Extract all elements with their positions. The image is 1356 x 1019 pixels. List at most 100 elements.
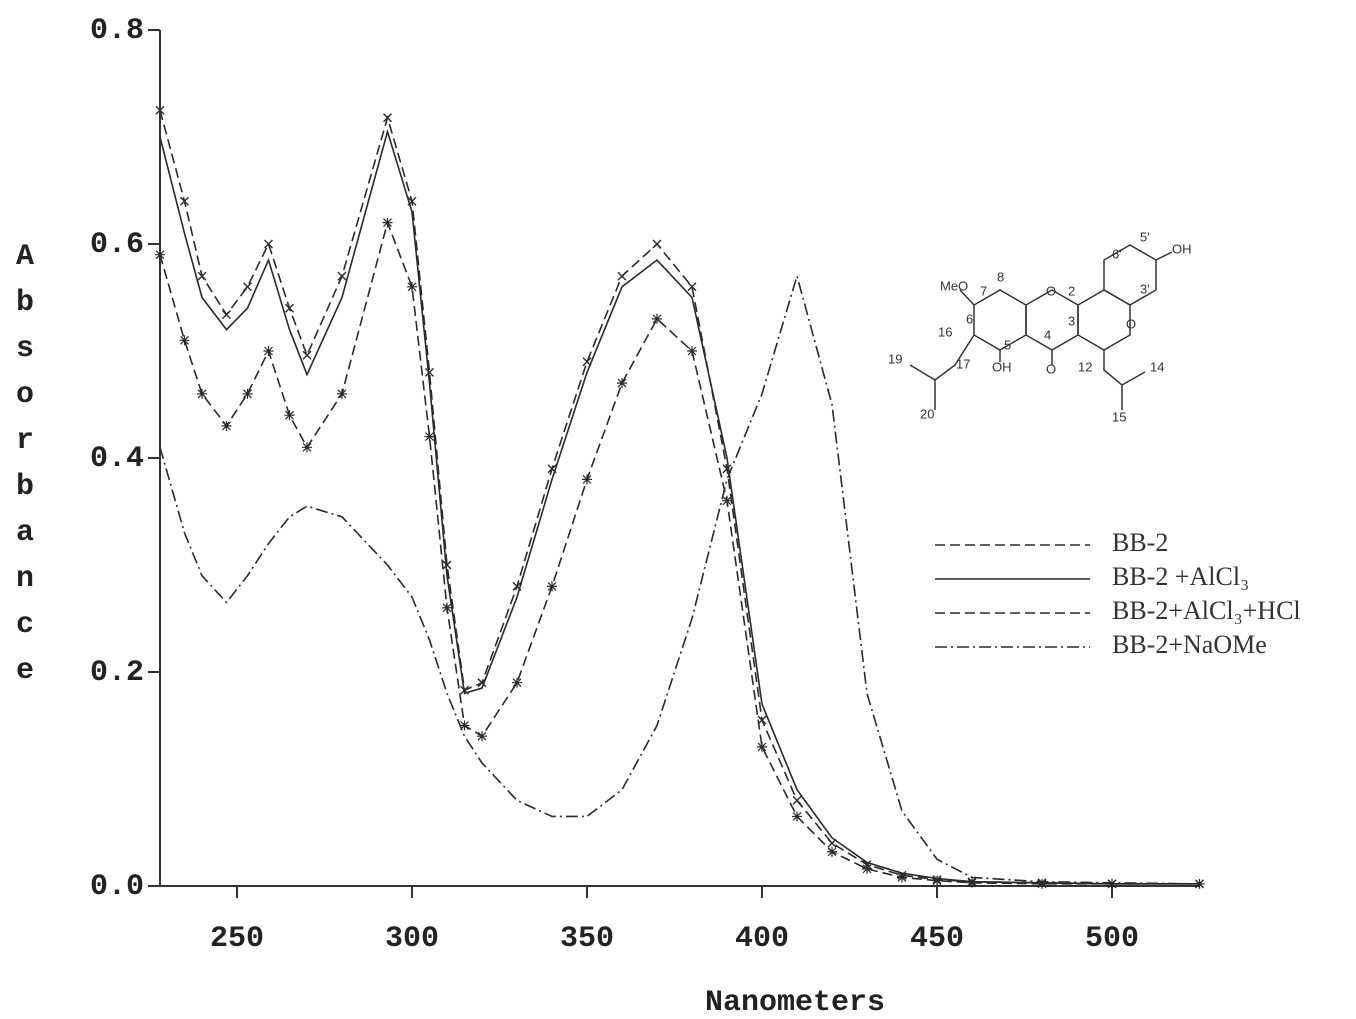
marker	[722, 495, 732, 506]
atom-label: 16	[938, 324, 952, 339]
legend-label: BB-2+NaOMe	[1112, 630, 1267, 659]
marker	[827, 846, 837, 857]
marker	[687, 346, 697, 356]
marker	[442, 560, 452, 570]
atom-label: 6'	[1112, 246, 1122, 261]
marker	[425, 367, 434, 377]
marker	[155, 249, 165, 260]
y-tick-label: 0.2	[90, 656, 144, 690]
atom-label: 3	[1068, 313, 1075, 328]
series-line	[159, 128, 1200, 885]
marker	[264, 239, 273, 249]
ring	[973, 289, 1027, 351]
marker	[284, 410, 295, 421]
marker	[442, 602, 452, 613]
atom-label: 4	[1044, 327, 1051, 342]
structure-labels: MeO 7 8 6 16 5 OH 4 O O 2 3 12 14 15 17 …	[888, 229, 1192, 424]
marker	[221, 420, 232, 431]
series-line	[159, 110, 1200, 885]
atom-label: 17	[956, 356, 970, 371]
series-line	[159, 273, 1200, 885]
marker	[383, 113, 392, 123]
bond	[959, 289, 975, 306]
atom-label: O	[1046, 361, 1056, 376]
legend-label: BB-2+AlCl₃+HCl	[1112, 596, 1301, 625]
marker	[243, 282, 252, 292]
marker	[155, 105, 165, 115]
y-axis-label: Absorbance	[8, 240, 42, 700]
marker	[302, 350, 312, 360]
bond	[1155, 251, 1173, 261]
marker	[222, 310, 231, 320]
marker	[337, 388, 347, 399]
atom-label: 20	[920, 406, 934, 421]
marker	[197, 271, 207, 281]
marker	[862, 863, 872, 874]
marker	[424, 431, 435, 442]
marker	[967, 877, 977, 888]
atom-label: O	[1046, 283, 1056, 298]
atom-label: 3'	[1140, 281, 1150, 296]
x-tick-label: 400	[735, 922, 789, 956]
marker	[932, 875, 942, 886]
marker	[407, 281, 417, 292]
marker	[263, 346, 274, 356]
y-tick-label: 0.8	[90, 14, 144, 48]
marker	[792, 795, 802, 805]
marker	[617, 378, 627, 389]
marker	[382, 217, 393, 228]
atom-label: 6	[966, 311, 973, 326]
x-tick-label: 450	[910, 922, 964, 956]
legend-label: BB-2	[1112, 528, 1168, 557]
marker	[897, 872, 907, 883]
x-tick-label: 300	[385, 922, 439, 956]
marker	[179, 335, 190, 346]
structure	[909, 244, 1173, 410]
atom-label: 2	[1068, 283, 1075, 298]
marker	[285, 303, 294, 313]
atom-label: 7	[980, 283, 987, 298]
bond	[934, 334, 975, 410]
x-tick-label: 350	[560, 922, 614, 956]
marker	[302, 442, 312, 453]
series-line	[159, 219, 1200, 885]
marker	[459, 720, 470, 731]
atom-label: 14	[1150, 359, 1164, 374]
atom-label: OH	[1172, 241, 1192, 256]
marker	[180, 196, 189, 206]
atom-label: 5'	[1140, 229, 1150, 244]
atom-label: 8	[997, 269, 1004, 284]
x-tick-label: 500	[1085, 922, 1139, 956]
marker	[1037, 878, 1047, 889]
marker	[582, 474, 592, 485]
atom-label: 19	[888, 351, 902, 366]
atom-label: OH	[992, 359, 1012, 374]
marker	[792, 811, 802, 822]
marker	[757, 741, 767, 752]
y-tick-label: 0.6	[90, 228, 144, 262]
marker	[547, 581, 557, 592]
marker	[242, 388, 253, 399]
marker	[477, 731, 487, 742]
x-axis-label: Nanometers	[705, 986, 885, 1019]
marker	[687, 282, 697, 292]
marker	[337, 271, 347, 281]
y-tick-label: 0.0	[90, 870, 144, 904]
marker	[512, 677, 522, 688]
marker	[617, 271, 627, 281]
bond	[1121, 371, 1146, 386]
atom-label: O	[1126, 316, 1136, 331]
marker	[652, 313, 662, 324]
atom-label: MeO	[940, 278, 968, 293]
marker	[197, 388, 207, 399]
ring	[1077, 289, 1131, 351]
bond	[909, 364, 936, 381]
atom-label: 5	[1004, 337, 1011, 352]
bond	[1103, 350, 1123, 410]
y-tick-label: 0.4	[90, 442, 144, 476]
marker	[1107, 878, 1117, 889]
atom-label: 12	[1078, 359, 1092, 374]
x-tick-label: 250	[210, 922, 264, 956]
